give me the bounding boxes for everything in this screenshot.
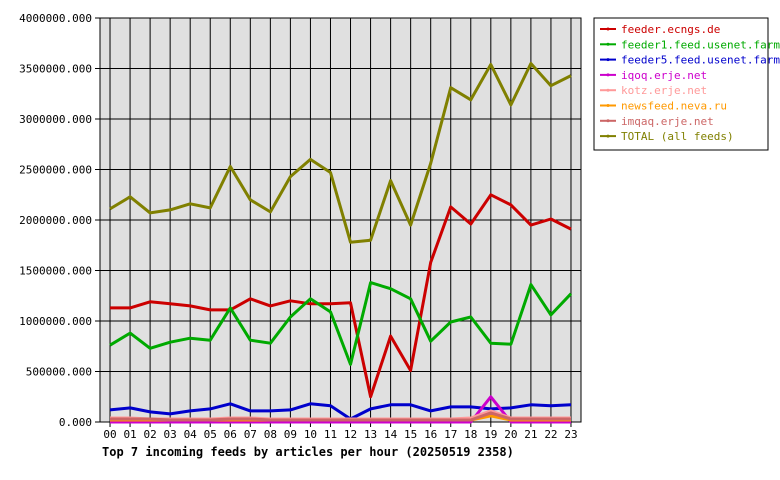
- legend-label-newsfeed-neva-ru: newsfeed.neva.ru: [621, 100, 727, 113]
- x-tick-label: 18: [464, 428, 477, 441]
- x-tick-label: 23: [564, 428, 577, 441]
- legend-marker-feeder5-feed-usenet-farm: [606, 58, 610, 62]
- x-tick-label: 01: [123, 428, 136, 441]
- legend-marker-newsfeed-neva-ru: [606, 104, 610, 107]
- legend-marker-kotz-erje-net: [606, 88, 610, 92]
- x-axis-ticks: 00 01 02 03 04 05 06 07 08 09 10 11 12 13 14 15 16 17 18 19…: [103, 422, 578, 441]
- legend-marker-imqaq-erje-net: [606, 119, 610, 123]
- series-line-imqaq-erje-net: [110, 411, 571, 422]
- x-tick-label: 07: [244, 428, 257, 441]
- chart-title: Top 7 incoming feeds by articles per hou…: [102, 445, 514, 459]
- x-tick-label: 19: [484, 428, 497, 441]
- x-tick-label: 11: [324, 428, 337, 441]
- series-lines: [109, 62, 573, 424]
- y-tick-label: 0.000: [59, 416, 92, 429]
- x-tick-label: 06: [224, 428, 237, 441]
- series-line-feeder5-feed-usenet-farm: [109, 402, 572, 421]
- y-tick-label: 3500000.000: [19, 63, 92, 76]
- y-tick-label: 2500000.000: [19, 164, 92, 177]
- y-tick-label: 1500000.000: [19, 265, 92, 278]
- series-line-feeder-ecngs-de: [110, 193, 572, 399]
- x-tick-label: 04: [184, 428, 198, 441]
- legend-label-feeder-ecngs-de: feeder.ecngs.de: [621, 23, 720, 36]
- legend-label-feeder5-feed-usenet-farm: feeder5.feed.usenet.farm: [621, 54, 780, 67]
- legend-label-total-all-feeds: TOTAL (all feeds): [621, 130, 734, 143]
- y-tick-label: 500000.000: [26, 366, 92, 379]
- legend-label-feeder1-feed-usenet-farm: feeder1.feed.usenet.farm: [621, 38, 780, 51]
- x-tick-label: 21: [524, 428, 537, 441]
- legend: feeder.ecngs.de feeder1.feed.usenet.farm f…: [600, 23, 780, 143]
- legend-label-imqaq-erje-net: imqaq.erje.net: [621, 115, 714, 128]
- x-tick-label: 17: [444, 428, 457, 441]
- x-tick-label: 22: [544, 428, 557, 441]
- x-tick-label: 08: [264, 428, 277, 441]
- y-axis-ticks: 0.000 500000.000 1000000.000 1500000.000 200…: [19, 12, 100, 429]
- x-tick-label: 02: [143, 428, 156, 441]
- x-tick-label: 03: [164, 428, 177, 441]
- x-tick-label: 00: [103, 428, 116, 441]
- legend-marker-feeder-ecngs-de: [606, 27, 610, 31]
- x-tick-label: 05: [204, 428, 217, 441]
- legend-label-kotz-erje-net: kotz.erje.net: [621, 84, 707, 97]
- y-tick-label: 3000000.000: [19, 113, 92, 126]
- x-tick-label: 10: [304, 428, 317, 441]
- legend-marker-iqoq-erje-net: [606, 73, 610, 77]
- legend-box: [593, 17, 769, 151]
- x-tick-label: 14: [384, 428, 398, 441]
- x-tick-label: 20: [504, 428, 517, 441]
- y-tick-label: 2000000.000: [19, 214, 92, 227]
- y-tick-label: 4000000.000: [19, 12, 92, 25]
- legend-label-iqoq-erje-net: iqoq.erje.net: [621, 69, 707, 82]
- series-line-feeder1-feed-usenet-farm: [109, 281, 573, 366]
- x-tick-label: 09: [284, 428, 297, 441]
- legend-marker-total-all-feeds: [606, 134, 610, 138]
- x-tick-label: 16: [424, 428, 437, 441]
- legend-marker-feeder1-feed-usenet-farm: [606, 42, 610, 46]
- x-tick-label: 13: [364, 428, 377, 441]
- series-line-iqoq-erje-net: [110, 395, 571, 424]
- x-tick-label: 12: [344, 428, 357, 441]
- y-tick-label: 1000000.000: [19, 315, 92, 328]
- x-tick-label: 15: [404, 428, 417, 441]
- series-line-total-all-feeds: [109, 62, 572, 244]
